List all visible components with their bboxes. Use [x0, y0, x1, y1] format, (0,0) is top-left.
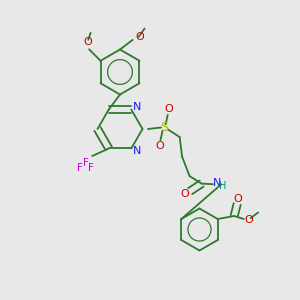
Text: O: O: [244, 215, 253, 225]
Text: N: N: [133, 146, 141, 156]
Text: F: F: [88, 163, 94, 173]
Text: F: F: [83, 158, 88, 169]
Text: O: O: [155, 140, 164, 151]
Text: O: O: [180, 188, 189, 199]
Text: O: O: [84, 37, 93, 47]
Text: N: N: [133, 102, 141, 112]
Text: N: N: [213, 178, 222, 188]
Text: H: H: [219, 181, 226, 191]
Text: F: F: [77, 163, 83, 173]
Text: O: O: [164, 104, 173, 115]
Text: S: S: [160, 121, 168, 134]
Text: O: O: [234, 194, 242, 204]
Text: O: O: [136, 32, 145, 43]
